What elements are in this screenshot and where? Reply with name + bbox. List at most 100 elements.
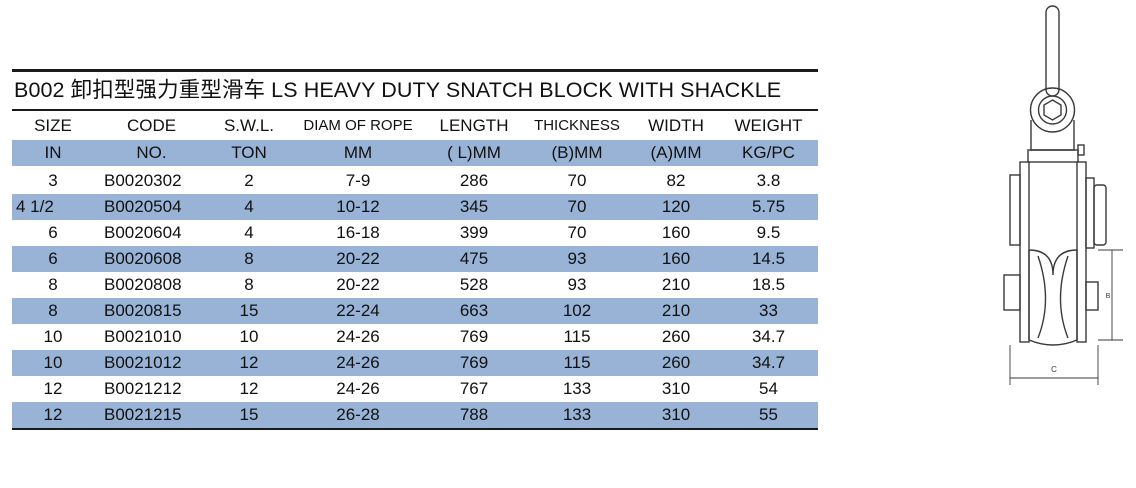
cell-size: 6 — [48, 223, 58, 242]
cell-width: 260 — [633, 350, 719, 376]
cell-code: B0020608 — [94, 246, 209, 272]
cell-code: B0021012 — [94, 350, 209, 376]
cell-thickness: 70 — [567, 223, 587, 242]
unit-length: ( L)MM — [427, 140, 521, 168]
cell-size: 12 — [12, 402, 94, 430]
cell-thickness: 93 — [567, 275, 587, 294]
cell-length: 399 — [459, 223, 489, 242]
cell-length: 475 — [427, 246, 521, 272]
unit-size: IN — [12, 140, 94, 168]
header-length: LENGTH — [439, 115, 509, 135]
dim-c-label: C — [1051, 365, 1057, 374]
cell-diam: 22-24 — [289, 298, 427, 324]
cell-length: 663 — [427, 298, 521, 324]
cell-swl: 4 — [244, 223, 254, 242]
cell-size: 10 — [12, 350, 94, 376]
cell-thickness: 102 — [521, 298, 633, 324]
header-diam-of-rope: DIAM OF ROPE — [303, 117, 413, 134]
cell-swl: 2 — [244, 171, 254, 190]
unit-weight: KG/PC — [719, 140, 818, 168]
header-row: SIZE CODE S.W.L. DIAM OF ROPE LENGTH THI… — [12, 111, 818, 140]
cell-size: 4 1/2 — [12, 194, 94, 220]
dim-b-label: B — [1106, 293, 1111, 300]
header-weight: WEIGHT — [734, 115, 803, 135]
side-plates-icon — [1009, 161, 1107, 343]
header-size: SIZE — [34, 115, 72, 135]
table-row: 4 1/2 B0020504 4 10-12 345 70 120 5.75 — [12, 194, 818, 220]
cell-swl: 12 — [209, 350, 289, 376]
cell-diam: 16-18 — [336, 223, 380, 242]
cell-weight: 9.5 — [756, 223, 781, 242]
cell-swl: 15 — [209, 402, 289, 430]
cell-code: B0020815 — [94, 298, 209, 324]
cell-swl: 4 — [209, 194, 289, 220]
cell-size: 6 — [12, 246, 94, 272]
cell-width: 310 — [661, 379, 691, 398]
cell-weight: 54 — [759, 379, 778, 398]
cell-swl: 12 — [239, 379, 259, 398]
cell-width: 210 — [633, 298, 719, 324]
cell-code: B0021010 — [104, 327, 182, 346]
cell-size: 10 — [43, 327, 63, 346]
cell-thickness: 133 — [521, 402, 633, 430]
unit-width: (A)MM — [633, 140, 719, 168]
cell-weight: 5.75 — [719, 194, 818, 220]
cell-diam: 24-26 — [336, 327, 380, 346]
units-row: IN NO. TON MM ( L)MM (B)MM (A)MM KG/PC — [12, 140, 818, 168]
sheave-icon — [1003, 249, 1099, 346]
cell-swl: 8 — [209, 246, 289, 272]
cell-swl: 15 — [209, 298, 289, 324]
cell-weight: 55 — [719, 402, 818, 430]
cell-length: 345 — [427, 194, 521, 220]
cell-weight: 33 — [719, 298, 818, 324]
shackle-icon — [1027, 5, 1085, 163]
cell-thickness: 115 — [521, 350, 633, 376]
cell-swl: 8 — [244, 275, 254, 294]
cell-width: 120 — [633, 194, 719, 220]
cell-width: 260 — [661, 327, 691, 346]
header-width: WIDTH — [648, 115, 704, 135]
table-row: 12 B0021212 12 24-26 767 133 310 54 — [12, 376, 818, 402]
cell-width: 82 — [666, 171, 686, 190]
cell-weight: 34.7 — [751, 327, 786, 346]
table-row: 3 B0020302 2 7-9 286 70 82 3.8 — [12, 167, 818, 194]
spec-table-panel: B002 卸扣型强力重型滑车 LS HEAVY DUTY SNATCH BLOC… — [12, 69, 818, 430]
cell-length: 767 — [459, 379, 489, 398]
cell-diam: 7-9 — [345, 171, 371, 190]
table-row: 6 B0020608 8 20-22 475 93 160 14.5 — [12, 246, 818, 272]
header-swl: S.W.L. — [223, 115, 275, 135]
cell-weight: 34.7 — [719, 350, 818, 376]
dimension-lines — [1009, 249, 1123, 385]
cell-diam: 24-26 — [336, 379, 380, 398]
table-row: 12 B0021215 15 26-28 788 133 310 55 — [12, 402, 818, 430]
cell-diam: 20-22 — [336, 275, 380, 294]
table-row: 10 B0021012 12 24-26 769 115 260 34.7 — [12, 350, 818, 376]
cell-code: B0021215 — [94, 402, 209, 430]
cell-width: 310 — [633, 402, 719, 430]
cell-length: 286 — [459, 171, 489, 190]
cell-code: B0020504 — [94, 194, 209, 220]
cell-diam: 26-28 — [289, 402, 427, 430]
unit-thickness: (B)MM — [521, 140, 633, 168]
cell-weight: 3.8 — [756, 171, 781, 190]
header-code: CODE — [126, 115, 177, 135]
cell-weight: 18.5 — [751, 275, 786, 294]
unit-diam: MM — [289, 140, 427, 168]
unit-code: NO. — [94, 140, 209, 168]
cell-width: 160 — [661, 223, 691, 242]
cell-diam: 10-12 — [289, 194, 427, 220]
cell-size: 8 — [48, 275, 58, 294]
cell-width: 210 — [661, 275, 691, 294]
cell-length: 788 — [427, 402, 521, 430]
cell-length: 769 — [427, 350, 521, 376]
cell-diam: 20-22 — [289, 246, 427, 272]
header-thickness: THICKNESS — [534, 117, 620, 134]
cell-length: 769 — [459, 327, 489, 346]
cell-diam: 24-26 — [289, 350, 427, 376]
cell-thickness: 70 — [521, 194, 633, 220]
cell-code: B0020302 — [104, 171, 182, 190]
table-row: 8 B0020808 8 20-22 528 93 210 18.5 — [12, 272, 818, 298]
table-title: B002 卸扣型强力重型滑车 LS HEAVY DUTY SNATCH BLOC… — [12, 72, 818, 111]
cell-size: 3 — [48, 171, 58, 190]
cell-thickness: 133 — [562, 379, 592, 398]
